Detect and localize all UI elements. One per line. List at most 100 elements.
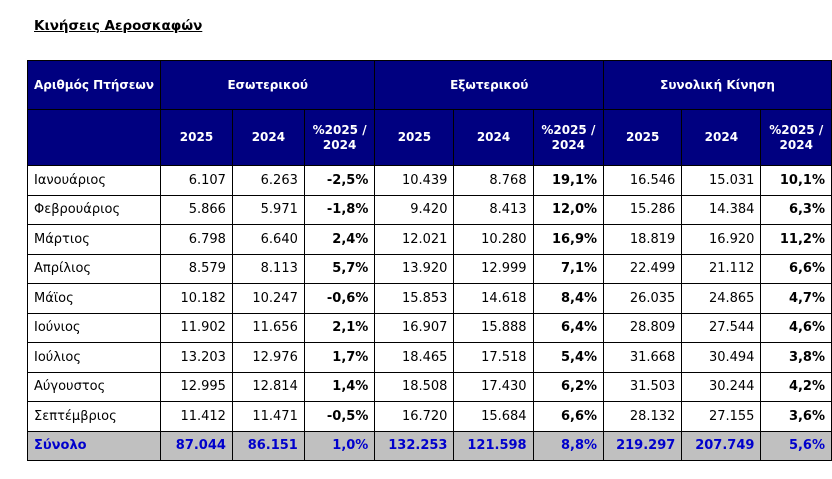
- month-cell: Σεπτέμβριος: [26, 401, 162, 432]
- percent-change-cell: 1,0%: [303, 430, 376, 461]
- value-cell: 26.035: [603, 283, 683, 314]
- table-row: Αύγουστος 12.995 12.814 1,4% 18.508 17.430 6,2…: [26, 371, 832, 402]
- percent-change-cell: -0,6%: [303, 283, 376, 314]
- month-cell: Ιούλιος: [26, 342, 162, 373]
- percent-change-cell: 6,6%: [532, 401, 605, 432]
- value-cell: 31.668: [603, 342, 683, 373]
- month-cell: Απρίλιος: [26, 253, 162, 284]
- value-cell: 17.430: [453, 371, 534, 402]
- value-cell: 6.263: [231, 165, 305, 196]
- subcol-header: 2024: [453, 109, 534, 166]
- value-cell: 12.976: [231, 342, 305, 373]
- month-cell: Μάρτιος: [26, 224, 162, 255]
- value-cell: 30.494: [681, 342, 762, 373]
- value-cell: 6.107: [160, 165, 233, 196]
- value-cell: 27.544: [681, 312, 762, 343]
- month-cell: Σύνολο: [26, 430, 162, 461]
- percent-change-cell: 8,4%: [532, 283, 605, 314]
- percent-change-cell: 6,4%: [532, 312, 605, 343]
- value-cell: 207.749: [681, 430, 762, 461]
- percent-change-cell: 11,2%: [760, 224, 832, 255]
- percent-change-cell: 5,6%: [760, 430, 832, 461]
- value-cell: 5.866: [160, 194, 233, 225]
- value-cell: 16.720: [374, 401, 455, 432]
- value-cell: 11.412: [160, 401, 233, 432]
- value-cell: 12.999: [453, 253, 534, 284]
- percent-change-cell: 12,0%: [532, 194, 605, 225]
- group-header-total: Συνολική Κίνηση: [603, 60, 832, 110]
- value-cell: 8.113: [231, 253, 305, 284]
- value-cell: 15.286: [603, 194, 683, 225]
- table-row: Φεβρουάριος 5.866 5.971 -1,8% 9.420 8.413 12,0…: [26, 194, 832, 225]
- percent-change-cell: 2,4%: [303, 224, 376, 255]
- value-cell: 5.971: [231, 194, 305, 225]
- value-cell: 11.471: [231, 401, 305, 432]
- subcol-header: %2025 / 2024: [532, 109, 605, 166]
- percent-change-cell: 16,9%: [532, 224, 605, 255]
- value-cell: 121.598: [453, 430, 534, 461]
- percent-change-cell: 2,1%: [303, 312, 376, 343]
- subcol-header: 2025: [374, 109, 455, 166]
- value-cell: 13.920: [374, 253, 455, 284]
- value-cell: 15.888: [453, 312, 534, 343]
- month-cell: Ιούνιος: [26, 312, 162, 343]
- value-cell: 10.182: [160, 283, 233, 314]
- value-cell: 16.546: [603, 165, 683, 196]
- value-cell: 18.465: [374, 342, 455, 373]
- percent-change-cell: -1,8%: [303, 194, 376, 225]
- value-cell: 30.244: [681, 371, 762, 402]
- value-cell: 8.768: [453, 165, 534, 196]
- row-label-header: Αριθμός Πτήσεων: [26, 60, 162, 110]
- value-cell: 10.439: [374, 165, 455, 196]
- value-cell: 16.920: [681, 224, 762, 255]
- value-cell: 31.503: [603, 371, 683, 402]
- table-row: Απρίλιος 8.579 8.113 5,7% 13.920 12.999 7,1% 22…: [26, 253, 832, 284]
- value-cell: 132.253: [374, 430, 455, 461]
- subcol-header: %2025 / 2024: [303, 109, 376, 166]
- group-header-international: Εξωτερικού: [374, 60, 605, 110]
- value-cell: 15.853: [374, 283, 455, 314]
- subcol-header: 2025: [603, 109, 683, 166]
- percent-change-cell: 1,4%: [303, 371, 376, 402]
- total-row: Σύνολο 87.044 86.151 1,0% 132.253 121.598 8,8%…: [26, 430, 832, 461]
- percent-change-cell: 4,2%: [760, 371, 832, 402]
- value-cell: 6.798: [160, 224, 233, 255]
- value-cell: 13.203: [160, 342, 233, 373]
- subcol-header: 2025: [160, 109, 233, 166]
- value-cell: 8.413: [453, 194, 534, 225]
- value-cell: 22.499: [603, 253, 683, 284]
- value-cell: 10.247: [231, 283, 305, 314]
- percent-change-cell: 4,7%: [760, 283, 832, 314]
- table-row: Σεπτέμβριος 11.412 11.471 -0,5% 16.720 15.684…: [26, 401, 832, 432]
- table-row: Ιούνιος 11.902 11.656 2,1% 16.907 15.888 6,4% 2…: [26, 312, 832, 343]
- value-cell: 16.907: [374, 312, 455, 343]
- subcol-header: %2025 / 2024: [760, 109, 832, 166]
- value-cell: 8.579: [160, 253, 233, 284]
- value-cell: 11.902: [160, 312, 233, 343]
- value-cell: 12.021: [374, 224, 455, 255]
- value-cell: 11.656: [231, 312, 305, 343]
- value-cell: 9.420: [374, 194, 455, 225]
- value-cell: 21.112: [681, 253, 762, 284]
- percent-change-cell: 8,8%: [532, 430, 605, 461]
- value-cell: 24.865: [681, 283, 762, 314]
- table-row: Μάϊος 10.182 10.247 -0,6% 15.853 14.618 8,4% 26…: [26, 283, 832, 314]
- value-cell: 87.044: [160, 430, 233, 461]
- table-row: Ιανουάριος 6.107 6.263 -2,5% 10.439 8.768 19,1…: [26, 165, 832, 196]
- percent-change-cell: 6,3%: [760, 194, 832, 225]
- value-cell: 14.618: [453, 283, 534, 314]
- group-header-domestic: Εσωτερικού: [160, 60, 376, 110]
- value-cell: 12.814: [231, 371, 305, 402]
- empty-header-cell: [26, 109, 162, 166]
- aircraft-movements-table: Αριθμός Πτήσεων Εσωτερικού Εξωτερικού Συ…: [26, 60, 832, 461]
- subcol-header: 2024: [681, 109, 762, 166]
- table-row: Μάρτιος 6.798 6.640 2,4% 12.021 10.280 16,9% 18…: [26, 224, 832, 255]
- value-cell: 18.819: [603, 224, 683, 255]
- percent-change-cell: 5,7%: [303, 253, 376, 284]
- month-cell: Φεβρουάριος: [26, 194, 162, 225]
- page-title: Κινήσεις Αεροσκαφών: [34, 18, 203, 34]
- value-cell: 12.995: [160, 371, 233, 402]
- percent-change-cell: 1,7%: [303, 342, 376, 373]
- percent-change-cell: 3,8%: [760, 342, 832, 373]
- percent-change-cell: 3,6%: [760, 401, 832, 432]
